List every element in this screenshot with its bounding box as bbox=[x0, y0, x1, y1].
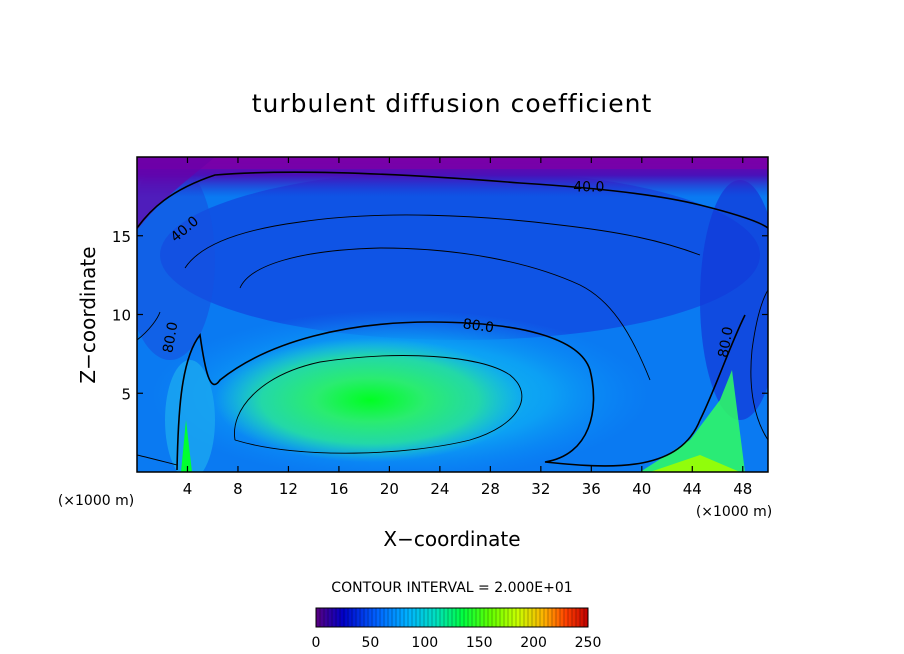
x-tick-label: 44 bbox=[683, 480, 702, 498]
x-tick-label: 40 bbox=[632, 480, 651, 498]
x-axis-label: X−coordinate bbox=[383, 527, 520, 551]
colorbar-tick-label: 200 bbox=[520, 635, 547, 651]
x-unit-left: (×1000 m) bbox=[58, 493, 134, 509]
x-axis-ticks: 4 8 12 16 20 24 28 32 36 40 44 48 bbox=[183, 157, 752, 498]
contour-label: 80.0 bbox=[160, 321, 181, 354]
contour-line-edge-left bbox=[137, 311, 178, 466]
contour-label: 40.0 bbox=[573, 180, 604, 196]
y-tick-label: 5 bbox=[121, 385, 131, 403]
contour-lines bbox=[137, 171, 768, 471]
x-unit-right: (×1000 m) bbox=[696, 504, 772, 520]
colorbar-tick-labels: 0 50 100 150 200 250 bbox=[312, 635, 602, 651]
x-tick-label: 28 bbox=[481, 480, 500, 498]
contour-label: 80.0 bbox=[716, 325, 737, 358]
chart-title: turbulent diffusion coefficient bbox=[252, 89, 653, 118]
contour-line-100 bbox=[234, 355, 523, 454]
x-tick-label: 4 bbox=[183, 480, 193, 498]
contour-line-70 bbox=[239, 247, 651, 381]
contour-label: 80.0 bbox=[462, 316, 495, 336]
y-tick-label: 15 bbox=[112, 228, 131, 246]
colorbar-stripes bbox=[319, 608, 585, 627]
x-tick-label: 48 bbox=[733, 480, 752, 498]
contour-line-60 bbox=[184, 214, 701, 269]
x-tick-label: 20 bbox=[380, 480, 399, 498]
colorbar: 0 50 100 150 200 250 bbox=[312, 607, 602, 651]
colorbar-frame bbox=[315, 607, 589, 628]
contour-line-80 bbox=[176, 314, 746, 471]
colorbar-tick-label: 150 bbox=[466, 635, 493, 651]
x-tick-label: 8 bbox=[233, 480, 243, 498]
x-tick-label: 24 bbox=[430, 480, 449, 498]
colorbar-tick-label: 50 bbox=[361, 635, 379, 651]
colorbar-tick-label: 0 bbox=[312, 635, 321, 651]
colorbar-tick-label: 250 bbox=[575, 635, 602, 651]
y-axis-ticks: 5 10 15 bbox=[112, 228, 768, 403]
field-image bbox=[137, 157, 768, 472]
contour-interval-text: CONTOUR INTERVAL = 2.000E+01 bbox=[331, 580, 572, 596]
x-tick-label: 12 bbox=[279, 480, 298, 498]
x-tick-label: 32 bbox=[531, 480, 550, 498]
colorbar-tick-label: 100 bbox=[411, 635, 438, 651]
y-axis-label: Z−coordinate bbox=[76, 246, 100, 383]
x-tick-label: 16 bbox=[329, 480, 348, 498]
y-tick-label: 10 bbox=[112, 307, 131, 325]
contour-line-40 bbox=[137, 171, 768, 229]
contour-line-edge-right bbox=[750, 289, 768, 441]
x-tick-label: 36 bbox=[582, 480, 601, 498]
